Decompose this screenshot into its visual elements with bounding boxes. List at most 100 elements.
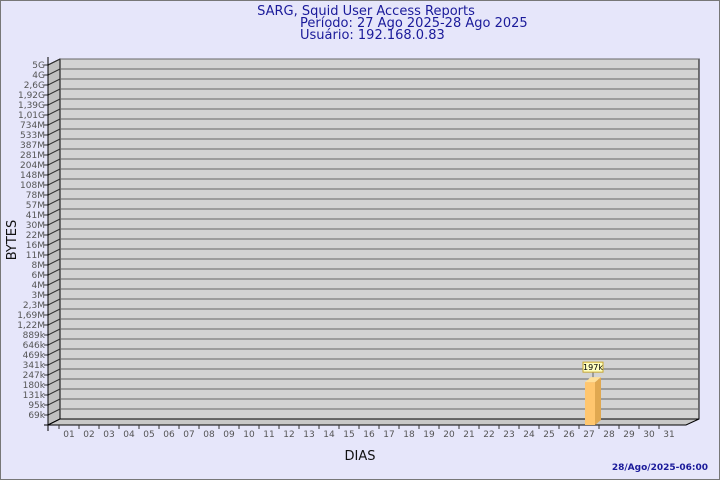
gridline-depth [47,298,61,306]
x-tick-label: 23 [503,430,514,440]
gridline-depth [47,228,61,236]
gridline-depth [47,378,61,386]
gridline-depth [47,208,61,216]
x-tick-label: 14 [323,430,335,440]
y-tick-label: 6M [32,271,46,281]
x-tick-label: 08 [203,430,215,440]
gridline-depth [47,288,61,296]
y-tick-label: 281M [20,151,45,161]
gridline-depth [47,198,61,206]
chart-title: SARG, Squid User Access Reports [257,4,475,19]
gridline-depth [47,358,61,366]
gridline-depth [47,68,61,76]
gridline-depth [47,308,61,316]
y-tick-label: 131k [23,391,46,401]
x-tick-label: 22 [483,430,494,440]
gridline-depth [47,58,61,66]
footer-timestamp: 28/Ago/2025-06:00 [612,463,708,473]
gridline-depth [47,328,61,336]
gridline-depth [47,98,61,106]
y-tick-label: 2,6G [24,81,45,91]
y-tick-label: 5G [32,61,45,71]
x-tick-label: 13 [303,430,314,440]
gridline-depth [47,178,61,186]
y-tick-label: 4M [32,281,46,291]
y-tick-label: 95k [28,401,45,411]
chart-period: Período: 27 Ago 2025-28 Ago 2025 [300,16,528,31]
x-tick-label: 25 [543,430,554,440]
gridline-depth [47,348,61,356]
y-tick-label: 4G [32,71,45,81]
data-label: 197k [583,363,603,372]
x-tick-label: 16 [363,430,375,440]
x-tick-label: 24 [523,430,535,440]
x-tick-label: 02 [83,430,94,440]
x-tick-label: 03 [103,430,114,440]
y-tick-label: 22M [26,231,45,241]
y-axis-label: BYTES [5,220,20,261]
chart-user: Usuário: 192.168.0.83 [300,28,445,43]
gridline-depth [47,388,61,396]
y-tick-label: 57M [26,201,45,211]
gridline-depth [47,148,61,156]
gridline-depth [47,258,61,266]
gridline-depth [47,318,61,326]
y-tick-label: 148M [20,171,45,181]
y-tick-label: 341k [23,361,46,371]
y-tick-label: 30M [26,221,45,231]
x-tick-label: 28 [603,430,615,440]
gridline-depth [47,118,61,126]
x-tick-label: 09 [223,430,235,440]
y-tick-label: 204M [20,161,45,171]
data-label-box [582,361,604,373]
y-tick-label: 78M [26,191,45,201]
y-tick-label: 2,3M [23,301,45,311]
gridline-depth [47,238,61,246]
gridline-depth [47,218,61,226]
y-tick-label: 469k [23,351,46,361]
y-tick-label: 533M [20,131,45,141]
y-tick-label: 1,39G [18,101,45,111]
gridline-depth [47,268,61,276]
gridline-depth [47,168,61,176]
x-tick-label: 01 [63,430,74,440]
gridline-depth [47,408,61,416]
x-tick-label: 19 [423,430,435,440]
x-tick-label: 27 [583,430,594,440]
x-tick-label: 21 [463,430,474,440]
x-tick-label: 07 [183,430,194,440]
y-tick-label: 1,22M [17,321,45,331]
x-tick-label: 12 [283,430,294,440]
bar-top [585,377,601,383]
x-tick-label: 05 [143,430,154,440]
x-tick-label: 11 [263,430,274,440]
gridline-depth [47,78,61,86]
x-tick-label: 04 [123,430,135,440]
gridline-depth [47,108,61,116]
y-tick-label: 1,01G [18,111,45,121]
bar-day-27 [585,382,595,425]
plot-floor [47,418,700,426]
x-tick-label: 17 [383,430,394,440]
x-tick-label: 29 [623,430,635,440]
gridline-depth [47,128,61,136]
y-tick-label: 387M [20,141,45,151]
x-tick-label: 10 [243,430,255,440]
y-tick-label: 11M [26,251,45,261]
y-tick-label: 16M [26,241,45,251]
y-tick-label: 734M [20,121,45,131]
x-tick-label: 15 [343,430,354,440]
y-tick-label: 108M [20,181,45,191]
y-tick-label: 180k [23,381,46,391]
y-tick-label: 1,92G [18,91,45,101]
x-tick-label: 26 [563,430,575,440]
gridline-depth [47,278,61,286]
y-tick-label: 69k [28,411,45,421]
y-tick-label: 889k [23,331,46,341]
gridline-depth [47,338,61,346]
x-tick-label: 31 [663,430,674,440]
gridline-depth [47,248,61,256]
bar-side [595,377,601,425]
y-tick-label: 8M [32,261,46,271]
